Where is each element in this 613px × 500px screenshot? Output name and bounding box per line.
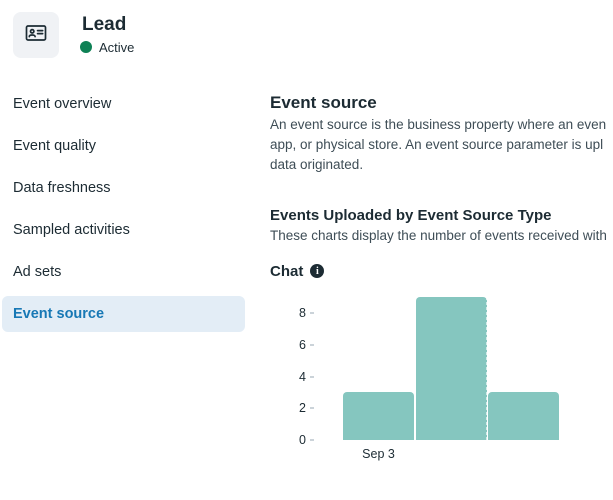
sidebar-item-label: Event quality bbox=[13, 138, 97, 154]
sidebar-item-sampled-activities[interactable]: Sampled activities bbox=[2, 212, 245, 248]
sidebar-nav: Event overview Event quality Data freshn… bbox=[2, 86, 245, 338]
page-title: Lead bbox=[82, 14, 127, 35]
x-axis-tick-label: Sep 3 bbox=[362, 447, 395, 461]
y-axis-tick-mark bbox=[310, 439, 314, 441]
y-axis-tick-label: 4 bbox=[299, 369, 306, 384]
description-line: app, or physical store. An event source … bbox=[270, 137, 604, 152]
y-axis-tick-label: 8 bbox=[299, 306, 306, 320]
sidebar-item-event-source[interactable]: Event source bbox=[2, 296, 245, 332]
sidebar-item-label: Data freshness bbox=[13, 180, 111, 196]
y-axis-tick-label: 6 bbox=[299, 337, 306, 352]
status-label: Active bbox=[99, 39, 135, 55]
sidebar-item-event-quality[interactable]: Event quality bbox=[2, 128, 245, 164]
subsection-title: Events Uploaded by Event Source Type bbox=[270, 207, 552, 224]
y-axis-tick-mark bbox=[310, 312, 314, 314]
y-axis-tick-mark bbox=[310, 407, 314, 410]
sidebar-item-label: Event overview bbox=[13, 96, 112, 112]
description-line: data originated. bbox=[270, 157, 364, 172]
sidebar-item-label: Sampled activities bbox=[13, 222, 130, 238]
y-axis-tick-mark bbox=[310, 375, 314, 378]
status-badge: Active bbox=[80, 39, 134, 55]
sidebar-item-ad-sets[interactable]: Ad sets bbox=[2, 254, 245, 290]
sidebar-item-event-overview[interactable]: Event overview bbox=[2, 86, 245, 122]
description-line: An event source is the business property… bbox=[270, 117, 607, 132]
subsection-description: These charts display the number of event… bbox=[270, 228, 607, 243]
dashed-marker-line bbox=[485, 297, 487, 440]
sidebar-item-data-freshness[interactable]: Data freshness bbox=[2, 170, 245, 206]
event-icon-box bbox=[13, 12, 59, 58]
y-axis-tick-label: 0 bbox=[299, 433, 306, 447]
sidebar-item-label: Ad sets bbox=[13, 264, 62, 280]
bar[interactable] bbox=[415, 297, 487, 440]
chart-title: Chat bbox=[270, 262, 304, 280]
info-icon[interactable]: i bbox=[310, 264, 325, 278]
active-status-dot-icon bbox=[80, 41, 92, 53]
bar-chart: 0 2 4 6 8 Sep 3 bbox=[270, 290, 600, 475]
section-description: An event source is the business property… bbox=[270, 115, 613, 175]
bar[interactable] bbox=[343, 392, 414, 440]
chart-title-row: Chat i bbox=[270, 262, 325, 280]
y-axis-tick-label: 2 bbox=[299, 401, 306, 416]
y-axis-tick-mark bbox=[310, 343, 314, 346]
bar[interactable] bbox=[488, 392, 559, 440]
contact-card-icon bbox=[24, 21, 48, 50]
section-title: Event source bbox=[270, 93, 377, 112]
sidebar-item-label: Event source bbox=[13, 306, 105, 322]
